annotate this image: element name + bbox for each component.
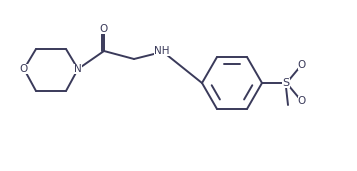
Text: O: O (298, 60, 306, 70)
Text: S: S (282, 78, 290, 88)
Text: O: O (20, 64, 28, 74)
Text: O: O (298, 96, 306, 106)
Text: NH: NH (154, 46, 170, 56)
Text: N: N (74, 64, 82, 74)
Text: O: O (100, 24, 108, 34)
